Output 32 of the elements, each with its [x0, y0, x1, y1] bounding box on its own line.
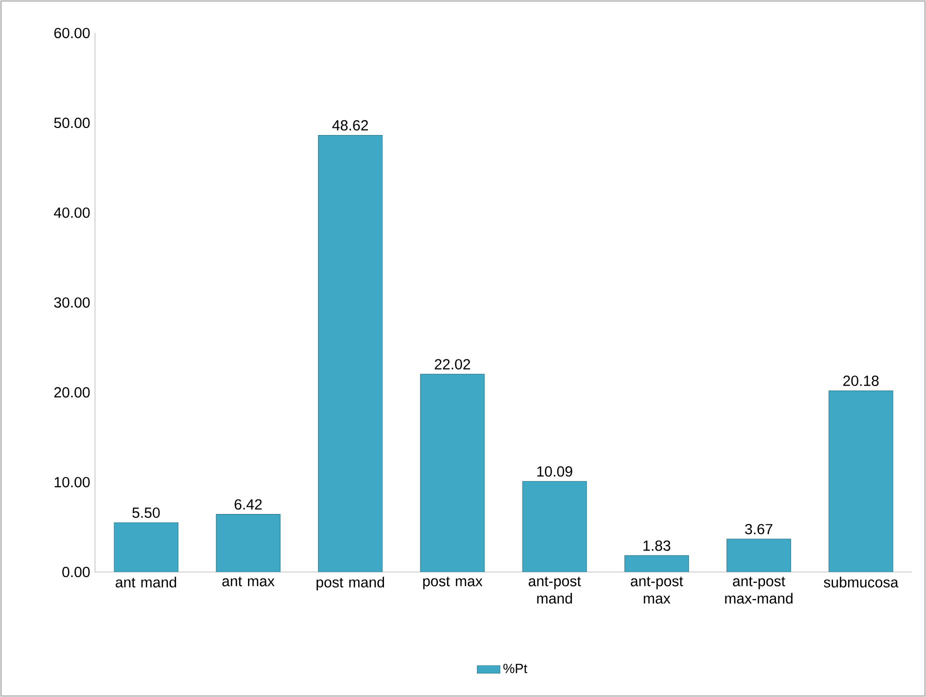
x-tick-label: ant-post max: [630, 576, 684, 604]
text: 48.62: [332, 120, 368, 131]
x-tick-label: submucosa: [824, 576, 898, 588]
text: 5.50: [132, 508, 160, 518]
text: 20.18: [843, 376, 879, 386]
x-tick-label: post max: [423, 576, 482, 590]
bar: [216, 514, 280, 572]
y-tick-label: 50.00: [54, 118, 90, 128]
bar: [624, 555, 689, 572]
bar: [828, 390, 894, 572]
text: 1.83: [644, 540, 670, 551]
bar: [114, 522, 178, 572]
bar: [522, 481, 587, 572]
y-tick-label: 40.00: [54, 207, 90, 218]
x-tick-label: ant-post max-mand: [725, 576, 792, 604]
bar: [420, 374, 485, 572]
bar: [726, 538, 792, 572]
x-tick-label: post mand: [316, 576, 384, 590]
x-tick-label: ant mand: [116, 576, 176, 588]
y-tick-label: 20.00: [54, 387, 90, 398]
x-tick-label: ant-post mand: [528, 576, 581, 604]
text: 6.42: [234, 499, 262, 510]
y-tick-label: 10.00: [54, 476, 90, 488]
y-tick-label: 30.00: [54, 297, 90, 308]
x-tick-label: ant max: [222, 576, 275, 586]
bar: [318, 134, 383, 572]
legend-label: %Pt: [503, 664, 528, 674]
text: 10.09: [537, 466, 572, 477]
text: 22.02: [434, 359, 470, 370]
text: 3.67: [745, 524, 772, 534]
y-tick-label: 60.00: [54, 28, 90, 38]
y-tick-label: 0.00: [62, 566, 90, 578]
